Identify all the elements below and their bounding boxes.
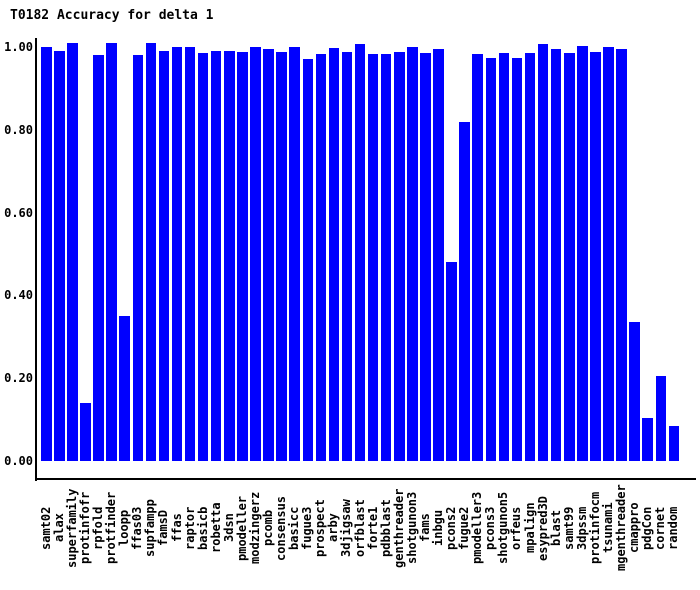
x-tick-label-3djigsaw: 3djigsaw	[339, 499, 353, 557]
x-tick-label-random: random	[666, 506, 680, 550]
bar-famsD	[159, 51, 169, 461]
bar-protfinder	[106, 43, 117, 461]
bar-robetta	[211, 51, 221, 461]
bar-consensus	[276, 52, 287, 461]
bar-loopp	[119, 316, 130, 461]
y-tick-label-0.60: 0.60	[4, 206, 33, 220]
bar-pcons2	[446, 262, 457, 461]
bar-tsunami	[603, 47, 614, 461]
x-axis	[35, 478, 696, 480]
bar-modzingerz	[250, 47, 261, 461]
bar-basicb	[198, 53, 208, 461]
bar-forte1	[368, 54, 378, 461]
bar-cornet	[656, 376, 666, 461]
bar-fams	[420, 53, 431, 461]
bar-fugue3	[303, 59, 313, 461]
y-tick-label-0.20: 0.20	[4, 371, 33, 385]
bar-protinfofr	[80, 403, 91, 461]
bar-mgenthreader	[616, 49, 627, 461]
bar-prospect	[316, 54, 326, 461]
bar-genthreader	[394, 52, 405, 461]
bar-shotgunon5	[499, 53, 509, 461]
y-axis	[35, 38, 37, 481]
bar-samt99	[564, 53, 575, 461]
bar-ffas	[172, 47, 182, 461]
y-tick-label-0.80: 0.80	[4, 123, 33, 137]
bar-ffas03	[133, 55, 143, 461]
bar-alax	[54, 51, 65, 461]
bar-cmappro	[629, 322, 640, 461]
chart-title: T0182 Accuracy for delta 1	[10, 8, 214, 23]
bar-pcons3	[486, 58, 496, 461]
y-tick-label-1.00: 1.00	[4, 40, 33, 54]
bar-basicc	[289, 47, 300, 461]
bar-pdbblast	[381, 54, 391, 461]
bar-rpfold	[93, 55, 104, 461]
bar-fugue2	[459, 122, 470, 461]
bar-blast	[551, 49, 561, 461]
bar-arby	[329, 48, 339, 461]
bar-orfblast	[355, 44, 365, 461]
y-tick-label-0.40: 0.40	[4, 288, 33, 302]
bar-raptor	[185, 47, 195, 461]
bar-inbgu	[433, 49, 444, 461]
bar-3dsn	[224, 51, 235, 461]
bar-pmodeller	[237, 52, 248, 461]
bar-mpalign	[525, 53, 535, 461]
bar-pcomb	[263, 49, 274, 461]
bar-random	[669, 426, 679, 461]
bar-3dpssm	[577, 46, 588, 461]
x-tick-label-famsD: famsD	[156, 509, 170, 546]
bar-orfeus	[512, 58, 522, 461]
bar-pmodeller3	[472, 54, 483, 461]
bar-protinfocm	[590, 52, 601, 461]
x-tick-label-orfeus: orfeus	[509, 506, 523, 550]
bar-superfamily	[67, 43, 78, 461]
y-tick-label-0.00: 0.00	[4, 454, 33, 468]
bar-supfampp	[146, 43, 156, 461]
bar-esypred3D	[538, 44, 548, 461]
bar-shotgunon3	[407, 47, 418, 461]
bar-3djigsaw	[342, 52, 352, 461]
bar-pdgCon	[642, 418, 653, 461]
bar-samt02	[41, 47, 52, 461]
